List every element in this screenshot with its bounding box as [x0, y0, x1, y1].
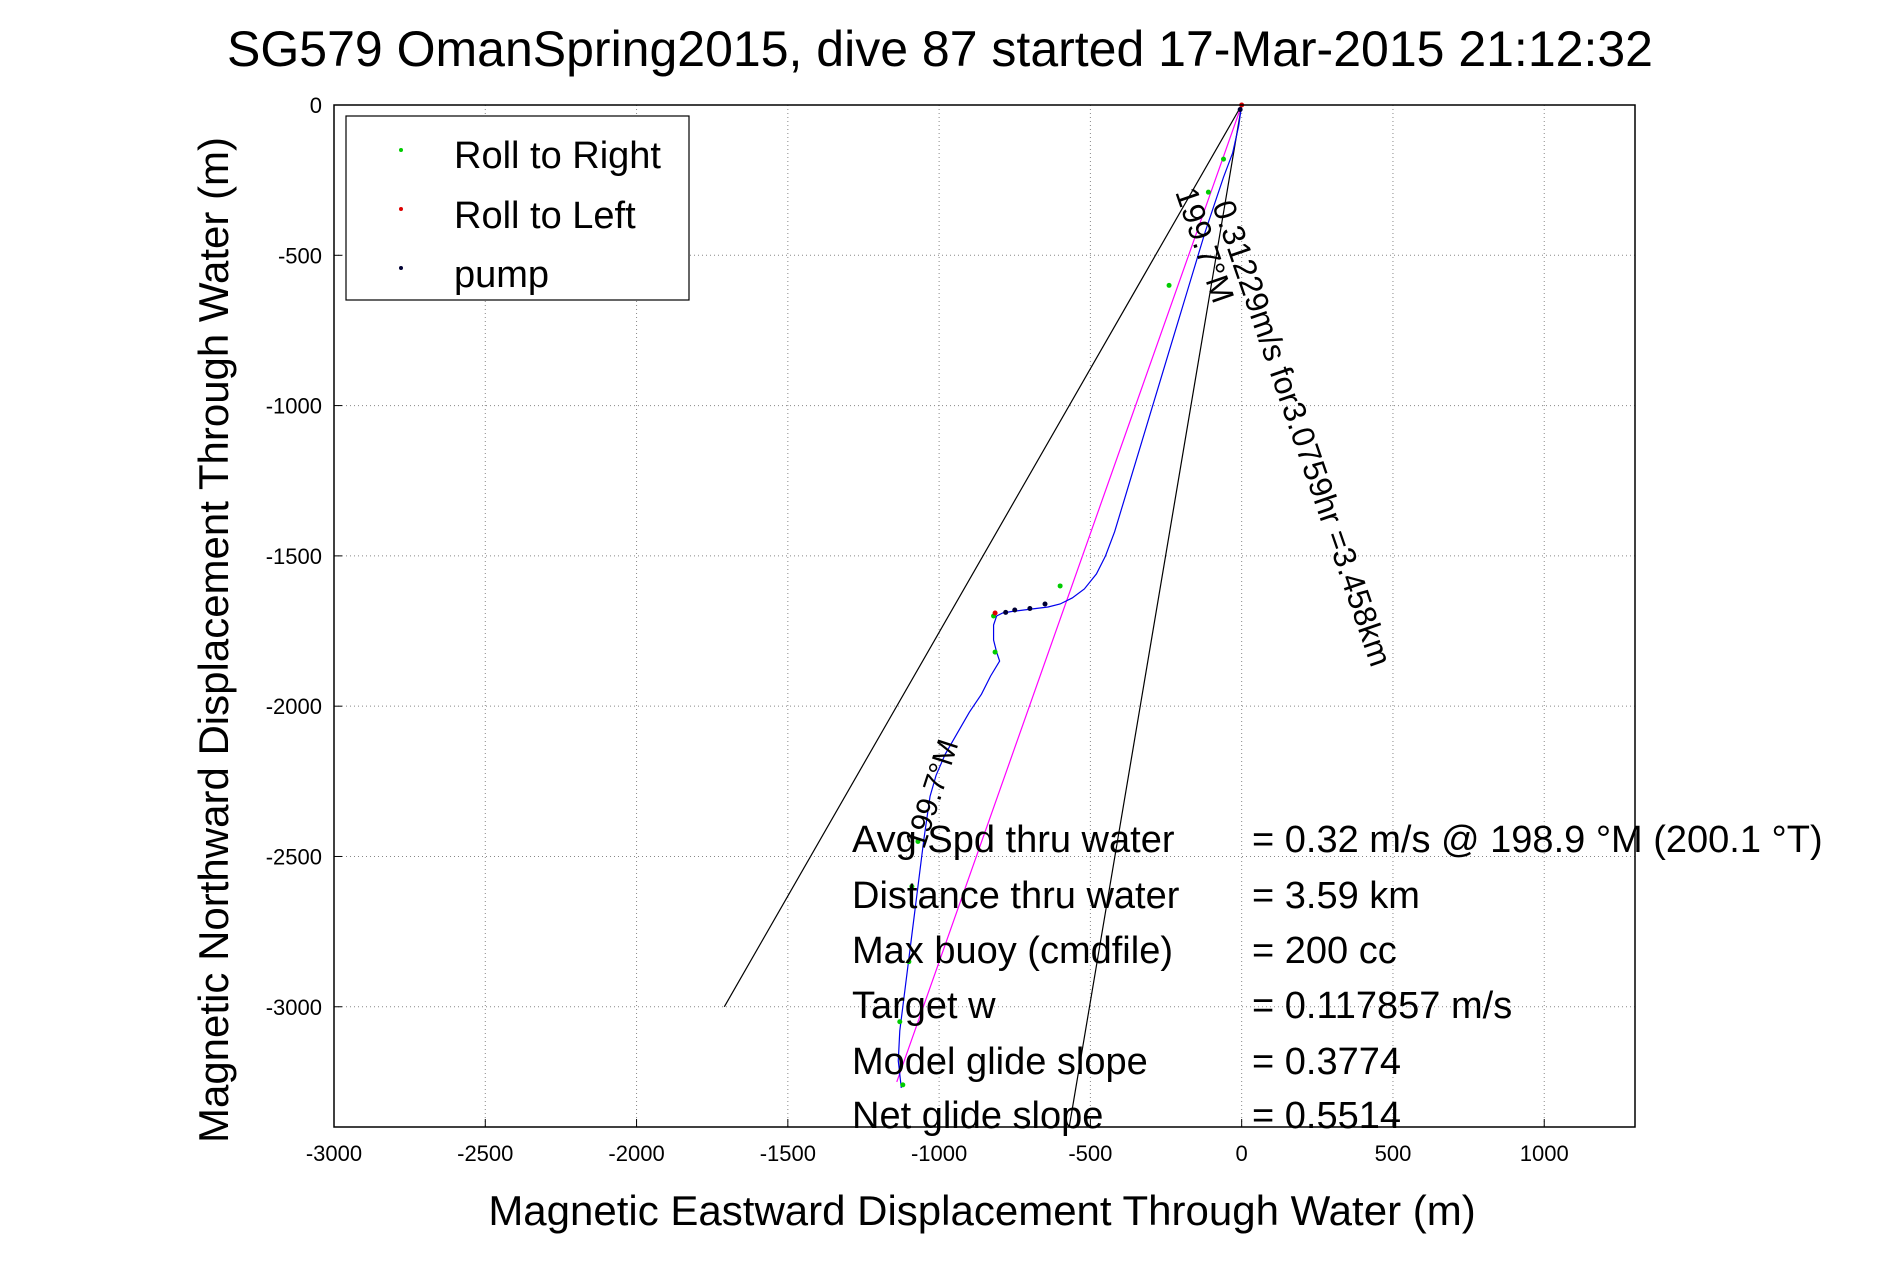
x-tick-label: -1500 [760, 1141, 816, 1166]
x-tick-label: 1000 [1520, 1141, 1569, 1166]
x-tick-label: 0 [1236, 1141, 1248, 1166]
stat-label-net-glide: Net glide slope [852, 1095, 1103, 1137]
roll-right-point [1057, 583, 1063, 589]
plot-frame [333, 104, 1636, 1128]
x-axis-label: Magnetic Eastward Displacement Through W… [488, 1187, 1475, 1234]
stats-block: Avg Spd thru water = 0.32 m/s @ 198.9 °M… [852, 819, 1823, 1137]
roll-right-point [900, 1082, 906, 1088]
x-tick-label: -2000 [608, 1141, 664, 1166]
stat-value-avg-spd: = 0.32 m/s @ 198.9 °M (200.1 °T) [1252, 819, 1823, 861]
speed-distance-label: 0.31229m/s for3.0759hr =3.458km [1205, 196, 1399, 671]
data-series [723, 102, 1245, 1128]
stat-value-net-glide: = 0.5514 [1252, 1095, 1401, 1137]
legend-label-pump: pump [454, 254, 549, 296]
bounding-line [1068, 104, 1243, 1128]
roll-right-point [906, 959, 912, 965]
stat-label-distance: Distance thru water [852, 875, 1180, 917]
y-tick-label: -1000 [266, 394, 322, 419]
legend-box [345, 115, 690, 301]
bounding-line [723, 104, 1243, 1008]
roll-right-point [909, 884, 915, 890]
y-axis-label: Magnetic Northward Displacement Through … [190, 137, 237, 1143]
stat-value-target-w: = 0.117857 m/s [1252, 985, 1512, 1027]
roll-right-point [1205, 189, 1211, 195]
legend-label-roll-right: Roll to Right [454, 135, 661, 177]
pump-point [1042, 601, 1048, 607]
roll-right-point [992, 649, 998, 655]
pump-point [1012, 607, 1018, 613]
bearing-line [896, 104, 1243, 1083]
stat-label-model-glide: Model glide slope [852, 1041, 1148, 1083]
pump-point [1027, 605, 1033, 611]
x-tick-label: -3000 [306, 1141, 362, 1166]
legend-marker-roll-left [399, 207, 403, 211]
pump-point [1003, 609, 1009, 615]
stat-label-avg-spd: Avg Spd thru water [852, 819, 1175, 861]
roll-right-point [915, 838, 921, 844]
y-axis-ticks: 0 -500 -1000 -1500 -2000 -2500 -3000 [266, 93, 342, 1020]
x-tick-label: -1000 [911, 1141, 967, 1166]
x-axis-ticks: -3000 -2500 -2000 -1500 -1000 -500 0 500 1000 [306, 1119, 1569, 1166]
stat-value-max-buoy: = 200 cc [1252, 930, 1397, 972]
y-tick-label: 0 [310, 93, 322, 118]
stat-label-max-buoy: Max buoy (cmdfile) [852, 930, 1173, 972]
legend-label-roll-left: Roll to Left [454, 195, 636, 237]
x-tick-label: 500 [1375, 1141, 1412, 1166]
y-tick-label: -500 [278, 243, 322, 268]
roll-right-point [897, 1019, 903, 1025]
x-tick-label: -500 [1068, 1141, 1112, 1166]
roll-right-point [1221, 156, 1227, 162]
pump-point [1237, 107, 1243, 113]
legend-marker-pump [399, 266, 403, 270]
legend-marker-roll-right [399, 148, 403, 152]
stat-value-distance: = 3.59 km [1252, 875, 1420, 917]
chart-title: SG579 OmanSpring2015, dive 87 started 17… [227, 21, 1653, 77]
x-tick-label: -2500 [457, 1141, 513, 1166]
stat-label-target-w: Target w [852, 985, 996, 1027]
roll-left-point [992, 610, 998, 616]
y-tick-label: -2500 [266, 844, 322, 869]
stat-value-model-glide: = 0.3774 [1252, 1041, 1401, 1083]
y-tick-label: -3000 [266, 995, 322, 1020]
roll-right-point [1166, 282, 1172, 288]
y-tick-label: -2000 [266, 694, 322, 719]
legend: Roll to Right Roll to Left pump [345, 115, 690, 301]
y-tick-label: -1500 [266, 544, 322, 569]
